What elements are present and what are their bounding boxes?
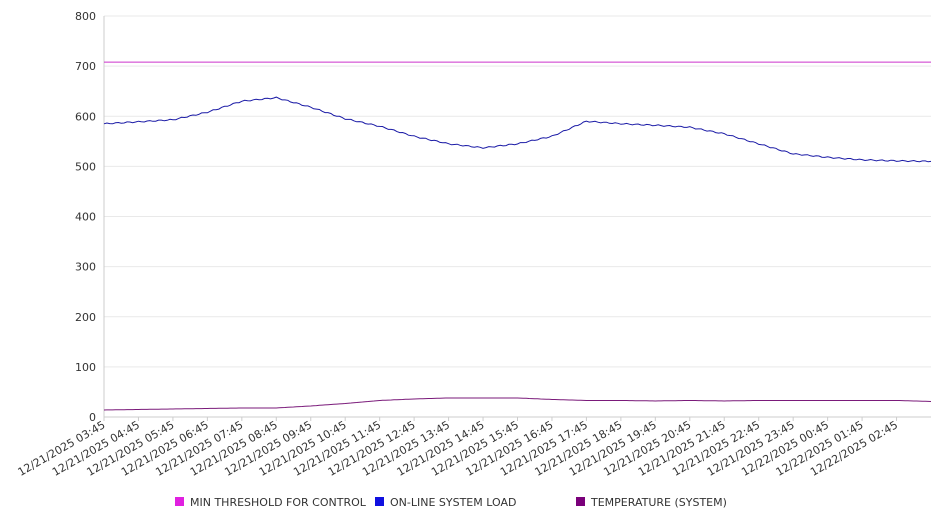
legend-label: TEMPERATURE (SYSTEM) bbox=[590, 496, 727, 509]
y-tick-label: 700 bbox=[75, 60, 96, 73]
y-tick-label: 600 bbox=[75, 110, 96, 123]
y-tick-label: 800 bbox=[75, 10, 96, 23]
legend-label: ON-LINE SYSTEM LOAD bbox=[390, 496, 516, 509]
y-tick-label: 200 bbox=[75, 311, 96, 324]
legend-swatch bbox=[175, 497, 184, 506]
y-tick-label: 300 bbox=[75, 261, 96, 274]
series-line bbox=[103, 397, 932, 411]
legend-item: TEMPERATURE (SYSTEM) bbox=[576, 496, 727, 509]
y-tick-label: 500 bbox=[75, 160, 96, 173]
series-lines bbox=[103, 61, 932, 411]
legend: MIN THRESHOLD FOR CONTROL ON-LINE SYSTEM … bbox=[175, 496, 727, 509]
legend-swatch bbox=[576, 497, 585, 506]
series-line bbox=[103, 96, 932, 163]
legend-item: ON-LINE SYSTEM LOAD bbox=[375, 496, 516, 509]
legend-label: MIN THRESHOLD FOR CONTROL bbox=[190, 496, 367, 509]
legend-item: MIN THRESHOLD FOR CONTROL bbox=[175, 496, 367, 509]
y-axis-ticks: 0 100 200 300 400 500 600 700 800 bbox=[75, 10, 96, 424]
y-tick-label: 0 bbox=[89, 411, 96, 424]
legend-swatch bbox=[375, 497, 384, 506]
y-tick-label: 100 bbox=[75, 361, 96, 374]
gridlines bbox=[104, 15, 931, 368]
y-tick-label: 400 bbox=[75, 211, 96, 224]
